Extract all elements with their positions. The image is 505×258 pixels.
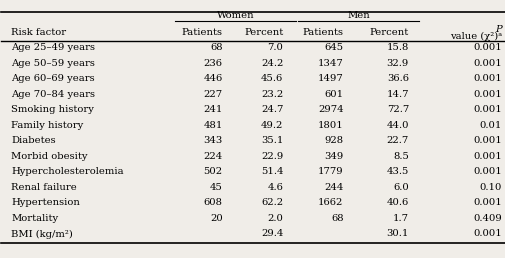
Text: Patients: Patients bbox=[181, 28, 222, 37]
Text: 0.10: 0.10 bbox=[479, 183, 501, 192]
Text: 244: 244 bbox=[324, 183, 343, 192]
Text: 15.8: 15.8 bbox=[386, 43, 408, 52]
Text: 30.1: 30.1 bbox=[386, 230, 408, 238]
Text: 22.9: 22.9 bbox=[261, 152, 283, 161]
Text: 1779: 1779 bbox=[317, 167, 343, 176]
Text: Diabetes: Diabetes bbox=[12, 136, 56, 146]
Text: 72.7: 72.7 bbox=[386, 105, 408, 114]
Text: 0.001: 0.001 bbox=[472, 59, 501, 68]
Text: 43.5: 43.5 bbox=[386, 167, 408, 176]
Text: value (χ²)ᵃ: value (χ²)ᵃ bbox=[449, 32, 501, 41]
Text: 14.7: 14.7 bbox=[386, 90, 408, 99]
Text: 7.0: 7.0 bbox=[267, 43, 283, 52]
Text: 349: 349 bbox=[324, 152, 343, 161]
Text: 62.2: 62.2 bbox=[261, 198, 283, 207]
Text: Morbid obesity: Morbid obesity bbox=[12, 152, 88, 161]
Text: 343: 343 bbox=[203, 136, 222, 146]
Text: 0.001: 0.001 bbox=[472, 105, 501, 114]
Text: 4.6: 4.6 bbox=[267, 183, 283, 192]
Text: 0.001: 0.001 bbox=[472, 90, 501, 99]
Text: Percent: Percent bbox=[243, 28, 283, 37]
Text: Renal failure: Renal failure bbox=[12, 183, 77, 192]
Text: Men: Men bbox=[346, 11, 369, 20]
Text: 0.001: 0.001 bbox=[472, 152, 501, 161]
Text: 608: 608 bbox=[204, 198, 222, 207]
Text: 36.6: 36.6 bbox=[386, 74, 408, 83]
Text: Age 70–84 years: Age 70–84 years bbox=[12, 90, 95, 99]
Text: 1497: 1497 bbox=[317, 74, 343, 83]
Text: 2974: 2974 bbox=[317, 105, 343, 114]
Text: Age 60–69 years: Age 60–69 years bbox=[12, 74, 95, 83]
Text: 51.4: 51.4 bbox=[260, 167, 283, 176]
Text: 446: 446 bbox=[203, 74, 222, 83]
Text: 1347: 1347 bbox=[317, 59, 343, 68]
Text: 45.6: 45.6 bbox=[261, 74, 283, 83]
Text: 481: 481 bbox=[203, 121, 222, 130]
Text: 227: 227 bbox=[204, 90, 222, 99]
Text: Hypercholesterolemia: Hypercholesterolemia bbox=[12, 167, 124, 176]
Text: 8.5: 8.5 bbox=[392, 152, 408, 161]
Text: 22.7: 22.7 bbox=[386, 136, 408, 146]
Text: Smoking history: Smoking history bbox=[12, 105, 94, 114]
Text: 24.2: 24.2 bbox=[260, 59, 283, 68]
Text: 0.001: 0.001 bbox=[472, 43, 501, 52]
Text: 23.2: 23.2 bbox=[261, 90, 283, 99]
Text: 68: 68 bbox=[210, 43, 222, 52]
Text: 645: 645 bbox=[324, 43, 343, 52]
Text: 68: 68 bbox=[330, 214, 343, 223]
Text: Women: Women bbox=[216, 11, 254, 20]
Text: 2.0: 2.0 bbox=[267, 214, 283, 223]
Text: Risk factor: Risk factor bbox=[12, 28, 67, 37]
Text: Family history: Family history bbox=[12, 121, 83, 130]
Text: 24.7: 24.7 bbox=[260, 105, 283, 114]
Text: Hypertension: Hypertension bbox=[12, 198, 80, 207]
Text: Age 50–59 years: Age 50–59 years bbox=[12, 59, 95, 68]
Text: 0.409: 0.409 bbox=[472, 214, 501, 223]
Text: 0.001: 0.001 bbox=[472, 167, 501, 176]
Text: 224: 224 bbox=[203, 152, 222, 161]
Text: BMI (kg/m²): BMI (kg/m²) bbox=[12, 229, 73, 239]
Text: 601: 601 bbox=[324, 90, 343, 99]
Text: 0.001: 0.001 bbox=[472, 198, 501, 207]
Text: 0.01: 0.01 bbox=[479, 121, 501, 130]
Text: 0.001: 0.001 bbox=[472, 136, 501, 146]
Text: 49.2: 49.2 bbox=[260, 121, 283, 130]
Text: 44.0: 44.0 bbox=[386, 121, 408, 130]
Text: 40.6: 40.6 bbox=[386, 198, 408, 207]
Text: 236: 236 bbox=[204, 59, 222, 68]
Text: 928: 928 bbox=[324, 136, 343, 146]
Text: Age 25–49 years: Age 25–49 years bbox=[12, 43, 95, 52]
Text: 1.7: 1.7 bbox=[392, 214, 408, 223]
Text: 0.001: 0.001 bbox=[472, 74, 501, 83]
Text: 35.1: 35.1 bbox=[260, 136, 283, 146]
Text: 0.001: 0.001 bbox=[472, 230, 501, 238]
Text: Mortality: Mortality bbox=[12, 214, 59, 223]
Text: 1801: 1801 bbox=[317, 121, 343, 130]
Text: 502: 502 bbox=[204, 167, 222, 176]
Text: 29.4: 29.4 bbox=[260, 230, 283, 238]
Text: Patients: Patients bbox=[302, 28, 343, 37]
Text: 1662: 1662 bbox=[318, 198, 343, 207]
Text: 32.9: 32.9 bbox=[386, 59, 408, 68]
Text: 241: 241 bbox=[203, 105, 222, 114]
Text: 6.0: 6.0 bbox=[392, 183, 408, 192]
Text: Percent: Percent bbox=[369, 28, 408, 37]
Text: 20: 20 bbox=[210, 214, 222, 223]
Text: P: P bbox=[494, 25, 501, 34]
Text: 45: 45 bbox=[210, 183, 222, 192]
